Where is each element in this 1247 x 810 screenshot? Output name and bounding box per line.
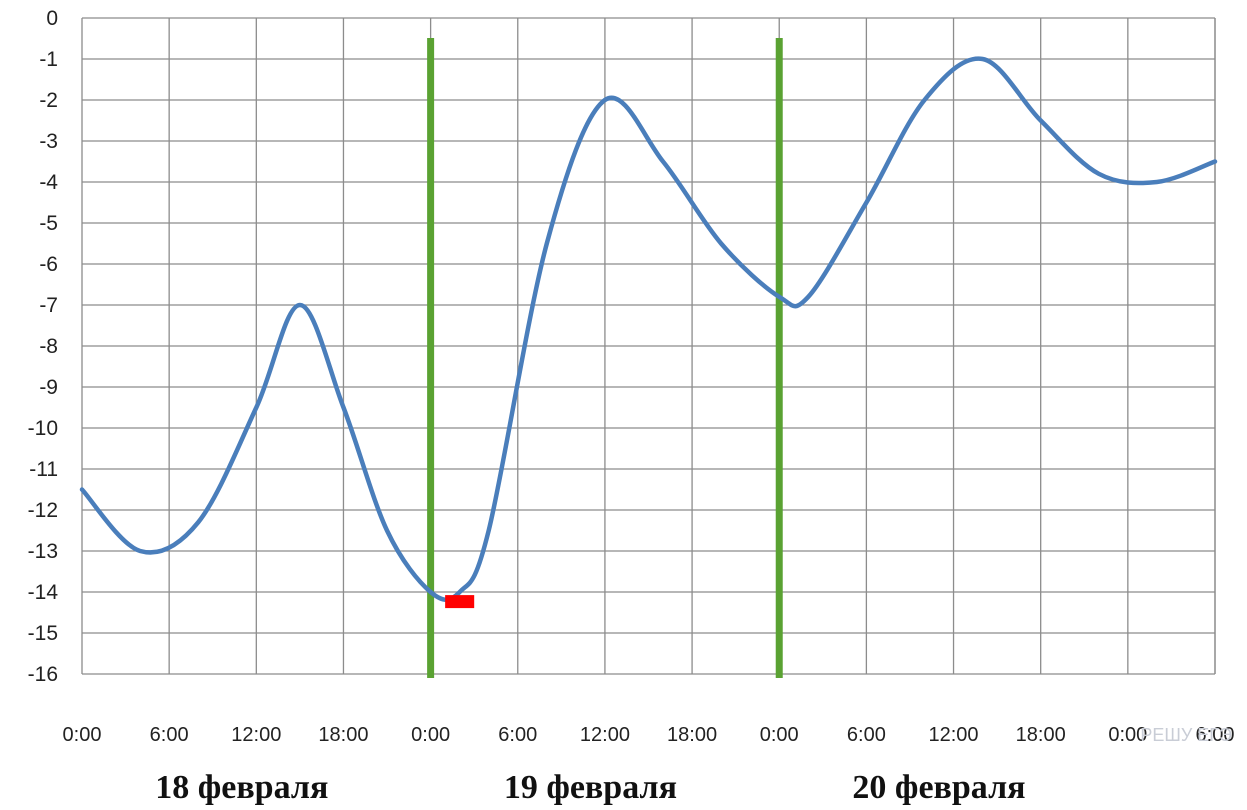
highlight-layer xyxy=(445,595,475,609)
day-labels: 18 февраля 19 февраля 20 февраля xyxy=(155,769,1025,806)
y-tick-label: -15 xyxy=(28,622,58,645)
day-label: 19 февраля xyxy=(504,769,677,806)
minimum-highlight-mark xyxy=(445,595,475,609)
x-tick-label: 6:00 xyxy=(847,724,886,746)
y-tick-label: -12 xyxy=(28,499,58,522)
day-label: 20 февраля xyxy=(852,769,1025,806)
y-tick-label: -16 xyxy=(28,663,58,686)
y-tick-labels: 0 -1 -2 -3 -4 -5 -6 -7 -8 -9 -10 -11 -12 -13 -14 -15 -16 xyxy=(28,7,59,686)
x-tick-labels: 0:00 6:00 12:00 18:00 0:00 6:00 12:00 18:00 0:00… xyxy=(63,724,1235,746)
temperature-series-line xyxy=(79,56,1218,602)
y-tick-label: -5 xyxy=(39,212,58,235)
watermark: РЕШУ ЕГЭ xyxy=(1140,725,1232,745)
y-tick-label: -2 xyxy=(39,89,58,112)
vertical-markers xyxy=(427,38,783,678)
y-tick-label: -1 xyxy=(39,48,58,71)
x-tick-label: 0:00 xyxy=(411,724,450,746)
day-label: 18 февраля xyxy=(155,769,328,806)
y-tick-label: -3 xyxy=(39,130,58,153)
grid xyxy=(81,17,1216,675)
x-tick-label: 6:00 xyxy=(498,724,537,746)
series-layer xyxy=(79,56,1218,602)
y-tick-label: -6 xyxy=(39,253,58,276)
y-tick-label: 0 xyxy=(46,7,58,30)
x-tick-label: 12:00 xyxy=(580,724,630,746)
x-tick-label: 12:00 xyxy=(231,724,281,746)
y-tick-label: -11 xyxy=(29,458,58,481)
y-tick-label: -9 xyxy=(39,376,58,399)
y-tick-label: -14 xyxy=(28,581,59,604)
y-tick-label: -7 xyxy=(39,294,58,317)
y-tick-label: -10 xyxy=(28,417,58,440)
x-tick-label: 0:00 xyxy=(1108,724,1147,746)
x-tick-label: 18:00 xyxy=(318,724,368,746)
x-tick-label: 0:00 xyxy=(760,724,799,746)
y-tick-label: -13 xyxy=(28,540,58,563)
y-tick-label: -4 xyxy=(39,171,58,194)
y-tick-label: -8 xyxy=(39,335,58,358)
x-tick-label: 0:00 xyxy=(63,724,102,746)
x-tick-label: 18:00 xyxy=(667,724,717,746)
x-tick-label: 12:00 xyxy=(929,724,979,746)
x-tick-label: 18:00 xyxy=(1016,724,1066,746)
x-tick-label: 6:00 xyxy=(1196,724,1235,746)
x-tick-label: 6:00 xyxy=(150,724,189,746)
